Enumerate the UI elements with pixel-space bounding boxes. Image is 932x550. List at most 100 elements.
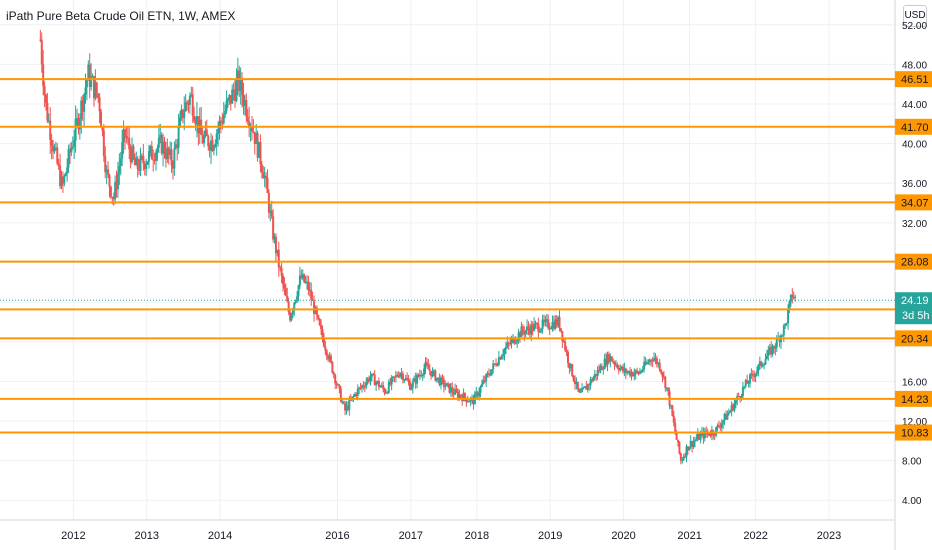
candle-body	[651, 360, 654, 362]
candle-body	[382, 385, 385, 389]
candle-body	[152, 159, 155, 161]
candle-body	[672, 415, 675, 423]
candle-body	[335, 383, 338, 385]
candle-body	[177, 126, 180, 148]
candle-body	[348, 399, 351, 410]
candle-body	[622, 366, 625, 372]
candle-body	[183, 111, 186, 118]
candle-body	[575, 381, 578, 385]
candle-body	[554, 319, 557, 329]
candle-body	[384, 392, 387, 394]
candle-body	[757, 364, 760, 371]
candle-body	[318, 318, 321, 326]
candle-body	[781, 335, 784, 337]
candle-body	[186, 102, 189, 104]
candle-body	[241, 78, 244, 96]
candle-body	[392, 376, 395, 378]
candle-body	[44, 94, 47, 103]
y-tick-label: 32.00	[902, 219, 927, 230]
candle-body	[341, 401, 344, 403]
candle-body	[290, 314, 293, 321]
candle-body	[262, 172, 265, 179]
candle-body	[369, 376, 372, 382]
candle-body	[640, 371, 643, 373]
candle-body	[499, 357, 502, 360]
candle-body	[458, 394, 461, 398]
candle-body	[383, 388, 386, 394]
last-price-label: 24.19	[901, 295, 929, 307]
bar-countdown-label: 3d 5h	[902, 310, 930, 322]
candle-body	[338, 384, 341, 389]
candle-body	[614, 364, 617, 366]
candle-body	[669, 405, 672, 407]
candle-body	[362, 385, 365, 387]
candle-body	[424, 362, 427, 369]
candle-body	[259, 141, 262, 165]
candle-body	[387, 381, 390, 393]
candle-body	[145, 164, 148, 170]
candle-body	[298, 275, 301, 286]
candle-body	[449, 387, 452, 393]
candle-body	[585, 386, 588, 390]
candle-body	[534, 323, 537, 325]
candle-body	[252, 131, 255, 133]
candle-body	[39, 39, 42, 41]
candle-body	[386, 392, 389, 394]
candle-body	[136, 158, 139, 169]
level-price-label: 20.34	[901, 333, 929, 345]
candle-body	[100, 111, 103, 128]
candle-body	[468, 401, 471, 403]
x-tick-label: 2013	[134, 530, 158, 542]
candle-body	[116, 173, 119, 190]
candle-body	[425, 362, 428, 365]
candle-body	[607, 354, 610, 362]
candle-body	[76, 118, 79, 120]
candle-body	[236, 70, 239, 81]
candle-body	[595, 374, 598, 376]
candle-body	[250, 126, 253, 132]
candle-body	[719, 426, 722, 428]
candle-body	[729, 411, 732, 413]
candle-body	[483, 380, 486, 382]
candle-body	[212, 146, 215, 151]
candle-body	[246, 116, 249, 122]
candle-body	[97, 94, 100, 98]
candle-body	[593, 374, 596, 378]
candle-body	[609, 356, 612, 362]
candle-body	[202, 136, 205, 144]
candle-body	[782, 325, 785, 336]
candle-body	[232, 89, 235, 92]
candle-body	[169, 149, 172, 155]
candle-body	[633, 373, 636, 377]
candle-body	[217, 129, 220, 134]
candle-body	[435, 377, 438, 381]
candle-body	[305, 281, 308, 283]
candle-body	[702, 431, 705, 439]
candle-body	[60, 176, 63, 187]
candle-body	[699, 433, 702, 440]
candle-body	[153, 160, 156, 162]
candle-body	[224, 110, 227, 115]
candle-body	[526, 326, 529, 331]
candle-body	[180, 109, 183, 118]
candle-body	[428, 369, 431, 372]
y-tick-label: 8.00	[902, 457, 922, 468]
level-price-label: 14.23	[901, 394, 929, 406]
candle-body	[555, 319, 558, 326]
candle-body	[303, 274, 306, 283]
candle-body	[266, 177, 269, 194]
candle-body	[420, 374, 423, 376]
candle-body	[741, 387, 744, 396]
candle-body	[353, 393, 356, 397]
candle-body	[427, 364, 430, 370]
currency-selector[interactable]: USD	[903, 5, 927, 27]
candle-body	[548, 328, 551, 330]
candle-body	[59, 165, 62, 187]
candle-body	[679, 453, 682, 461]
candle-body	[396, 375, 399, 377]
candle-body	[73, 140, 76, 147]
candle-body	[379, 386, 382, 388]
candle-body	[284, 288, 287, 296]
level-price-tag	[895, 424, 932, 441]
